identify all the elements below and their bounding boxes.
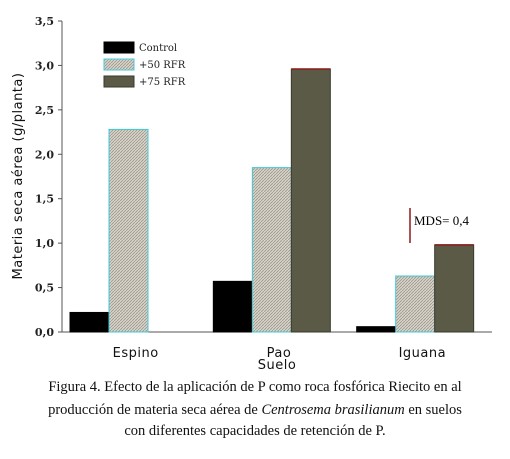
y-tick-label: 2,0 xyxy=(35,148,54,161)
bar-pao-control xyxy=(212,280,253,333)
chart-bars xyxy=(69,68,475,333)
y-tick-label: 3,0 xyxy=(35,59,54,72)
bar-iguana-75rfr xyxy=(434,244,475,333)
x-axis-title: Suelo xyxy=(258,358,297,370)
legend-label: +50 RFR xyxy=(139,60,186,71)
caption-line-2: producción de materia seca aérea de Cent… xyxy=(12,399,498,422)
y-tick-labels: 0,0 0,5 1,0 1,5 2,0 2,5 3,0 3,5 xyxy=(35,15,62,339)
bar-iguana-50rfr xyxy=(395,275,436,333)
y-axis-title: Materia seca aérea (g/planta) xyxy=(11,73,26,280)
y-tick-label: 2,5 xyxy=(35,104,54,117)
x-category-labels: Espino Pao Iguana xyxy=(113,346,446,361)
bar-espino-50rfr xyxy=(108,128,149,333)
figure-caption: Figura 4. Efecto de la aplicación de P c… xyxy=(12,376,498,440)
caption-line-2-end: en suelos xyxy=(404,402,462,418)
caption-line-2-start: producción de materia seca aérea de xyxy=(48,402,262,418)
legend-swatch xyxy=(103,58,135,71)
legend-swatch xyxy=(103,41,135,54)
legend-label: +75 RFR xyxy=(139,77,186,88)
bar-espino-control xyxy=(69,311,110,333)
caption-line-1: Figura 4. Efecto de la aplicación de P c… xyxy=(48,379,462,395)
bar-pao-75rfr xyxy=(290,68,331,333)
bar-pao-50rfr xyxy=(251,167,292,333)
chart-legend: Control +50 RFR +75 RFR xyxy=(103,41,186,88)
legend-label: Control xyxy=(139,43,177,54)
legend-swatch xyxy=(103,75,135,88)
x-tick-label: Pao xyxy=(267,346,292,361)
y-tick-label: 0,5 xyxy=(35,282,54,295)
caption-species-name: Centrosema brasilianum xyxy=(261,402,405,418)
y-tick-label: 3,5 xyxy=(35,15,54,28)
y-tick-label: 0,0 xyxy=(35,326,54,339)
y-tick-label: 1,0 xyxy=(35,237,54,250)
y-tick-label: 1,5 xyxy=(35,193,54,206)
bar-iguana-control xyxy=(356,326,397,333)
x-tick-label: Iguana xyxy=(399,346,447,361)
mds-label: MDS= 0,4 xyxy=(414,213,470,228)
caption-line-3: con diferentes capacidades de retención … xyxy=(124,423,386,439)
x-tick-label: Espino xyxy=(113,346,159,361)
mds-annotation: MDS= 0,4 xyxy=(409,208,470,243)
bar-chart: 0,0 0,5 1,0 1,5 2,0 2,5 3,0 3,5 Espino Pao Iguana… xyxy=(11,15,492,370)
